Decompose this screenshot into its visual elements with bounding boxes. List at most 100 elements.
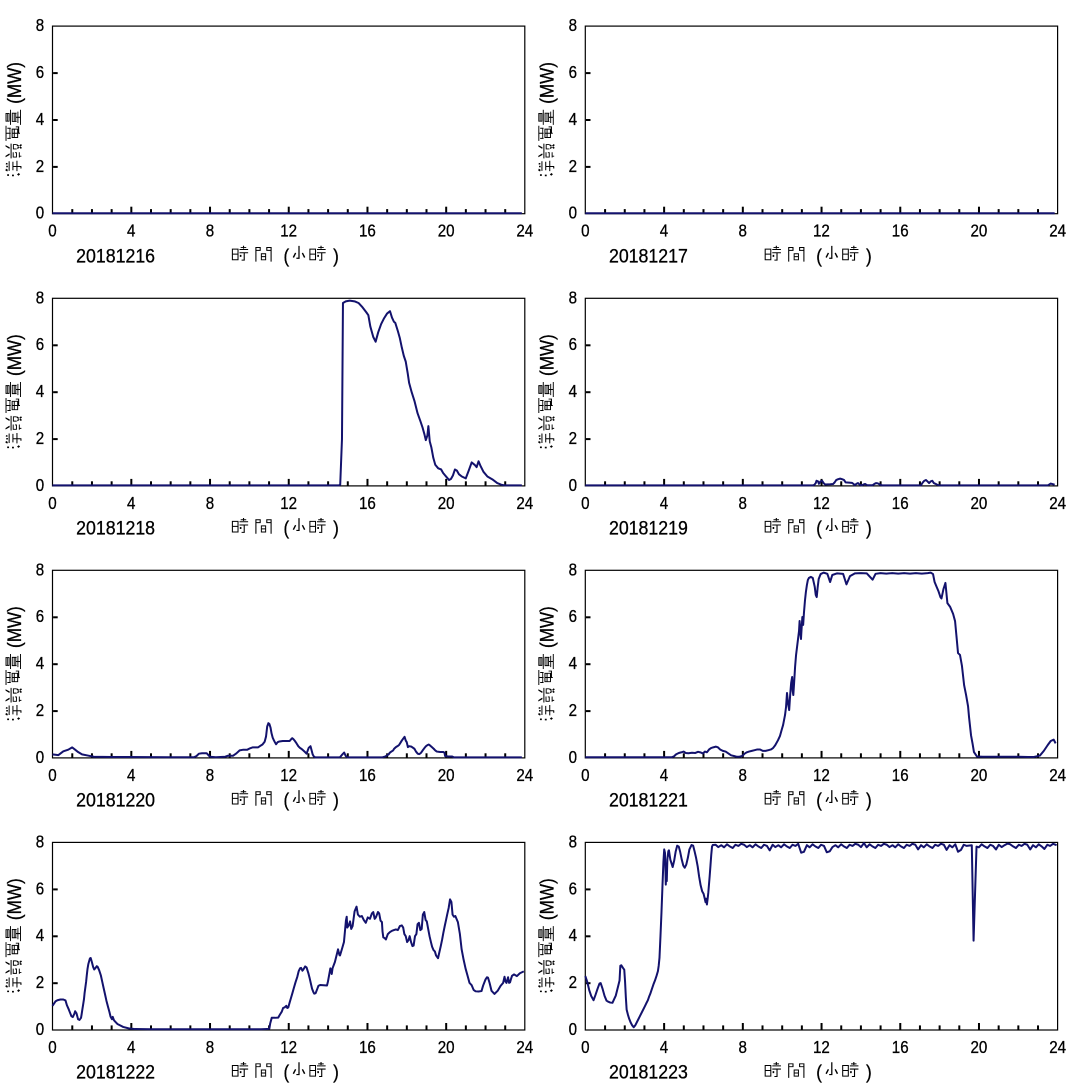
- svg-text:24: 24: [516, 494, 533, 513]
- svg-text:8: 8: [206, 494, 214, 513]
- svg-text:20: 20: [438, 494, 455, 513]
- svg-text:6: 6: [36, 607, 44, 626]
- svg-text:16: 16: [359, 494, 376, 513]
- svg-text:20: 20: [438, 222, 455, 241]
- svg-text:20: 20: [970, 1038, 987, 1057]
- svg-text:8: 8: [569, 16, 577, 35]
- svg-text:12: 12: [280, 766, 297, 785]
- svg-text:4: 4: [36, 382, 44, 401]
- svg-text:24: 24: [516, 222, 533, 241]
- svg-text:(MW): (MW): [537, 334, 558, 376]
- svg-text:0: 0: [581, 1038, 589, 1057]
- svg-text:20: 20: [970, 494, 987, 513]
- svg-text:12: 12: [813, 1038, 830, 1057]
- svg-text:0: 0: [36, 1020, 44, 1039]
- svg-text:0: 0: [36, 476, 44, 495]
- svg-text:(: (: [283, 245, 289, 266]
- svg-text:20181216: 20181216: [76, 245, 155, 267]
- svg-text:0: 0: [569, 204, 577, 223]
- svg-text:16: 16: [892, 494, 909, 513]
- svg-text:6: 6: [36, 335, 44, 354]
- svg-text:0: 0: [48, 1038, 56, 1057]
- svg-text:12: 12: [280, 494, 297, 513]
- svg-text:20181217: 20181217: [609, 245, 688, 267]
- svg-text:2: 2: [569, 429, 577, 448]
- svg-text:(MW): (MW): [4, 62, 25, 104]
- svg-text:(: (: [816, 1062, 822, 1083]
- svg-text:12: 12: [813, 766, 830, 785]
- svg-text:8: 8: [738, 222, 746, 241]
- svg-text:6: 6: [569, 63, 577, 82]
- svg-text:16: 16: [359, 222, 376, 241]
- svg-text:16: 16: [359, 1038, 376, 1057]
- svg-text:20181223: 20181223: [609, 1061, 688, 1083]
- svg-text:4: 4: [660, 1038, 668, 1057]
- svg-text:4: 4: [127, 222, 135, 241]
- svg-text:): ): [866, 518, 872, 539]
- svg-text:4: 4: [127, 1038, 135, 1057]
- svg-text:8: 8: [569, 832, 577, 851]
- svg-text:12: 12: [280, 222, 297, 241]
- svg-text:4: 4: [127, 494, 135, 513]
- svg-text:2: 2: [36, 701, 44, 720]
- svg-text:8: 8: [36, 16, 44, 35]
- svg-text:12: 12: [813, 494, 830, 513]
- svg-text:4: 4: [569, 110, 577, 129]
- svg-text:): ): [866, 1062, 872, 1083]
- svg-text:8: 8: [206, 1038, 214, 1057]
- svg-text:6: 6: [569, 607, 577, 626]
- svg-text:(MW): (MW): [4, 606, 25, 648]
- svg-text:16: 16: [892, 222, 909, 241]
- svg-text:8: 8: [36, 560, 44, 579]
- svg-text:2: 2: [569, 973, 577, 992]
- svg-text:24: 24: [1049, 766, 1066, 785]
- svg-text:4: 4: [36, 110, 44, 129]
- svg-text:0: 0: [48, 766, 56, 785]
- svg-text:8: 8: [738, 766, 746, 785]
- svg-text:6: 6: [569, 879, 577, 898]
- svg-text:8: 8: [738, 1038, 746, 1057]
- svg-text:0: 0: [581, 766, 589, 785]
- svg-text:8: 8: [569, 288, 577, 307]
- svg-text:8: 8: [569, 560, 577, 579]
- svg-text:24: 24: [1049, 1038, 1066, 1057]
- svg-text:20: 20: [438, 766, 455, 785]
- svg-text:8: 8: [206, 766, 214, 785]
- svg-text:(MW): (MW): [537, 878, 558, 920]
- svg-text:20181219: 20181219: [609, 517, 688, 539]
- svg-text:4: 4: [36, 654, 44, 673]
- svg-text:24: 24: [1049, 494, 1066, 513]
- svg-text:8: 8: [738, 494, 746, 513]
- svg-text:4: 4: [569, 926, 577, 945]
- svg-text:): ): [866, 245, 872, 266]
- svg-text:(MW): (MW): [537, 606, 558, 648]
- svg-text:4: 4: [569, 382, 577, 401]
- svg-text:20: 20: [970, 222, 987, 241]
- svg-text:24: 24: [516, 766, 533, 785]
- svg-text:16: 16: [892, 766, 909, 785]
- svg-text:4: 4: [660, 222, 668, 241]
- svg-text:2: 2: [569, 157, 577, 176]
- svg-text:8: 8: [36, 832, 44, 851]
- svg-text:6: 6: [36, 879, 44, 898]
- svg-text:0: 0: [569, 1020, 577, 1039]
- svg-text:20: 20: [970, 766, 987, 785]
- svg-text:2: 2: [36, 973, 44, 992]
- svg-text:4: 4: [127, 766, 135, 785]
- svg-text:): ): [333, 518, 339, 539]
- svg-text:20181222: 20181222: [76, 1061, 155, 1083]
- svg-text:0: 0: [36, 204, 44, 223]
- svg-text:24: 24: [1049, 222, 1066, 241]
- svg-text:8: 8: [206, 222, 214, 241]
- svg-text:(: (: [283, 790, 289, 811]
- svg-text:16: 16: [359, 766, 376, 785]
- svg-text:): ): [333, 790, 339, 811]
- svg-text:(: (: [283, 1062, 289, 1083]
- svg-text:0: 0: [36, 748, 44, 767]
- svg-text:8: 8: [36, 288, 44, 307]
- svg-text:): ): [333, 1062, 339, 1083]
- svg-text:20: 20: [438, 1038, 455, 1057]
- svg-text:): ): [333, 245, 339, 266]
- svg-text:16: 16: [892, 1038, 909, 1057]
- svg-text:4: 4: [569, 654, 577, 673]
